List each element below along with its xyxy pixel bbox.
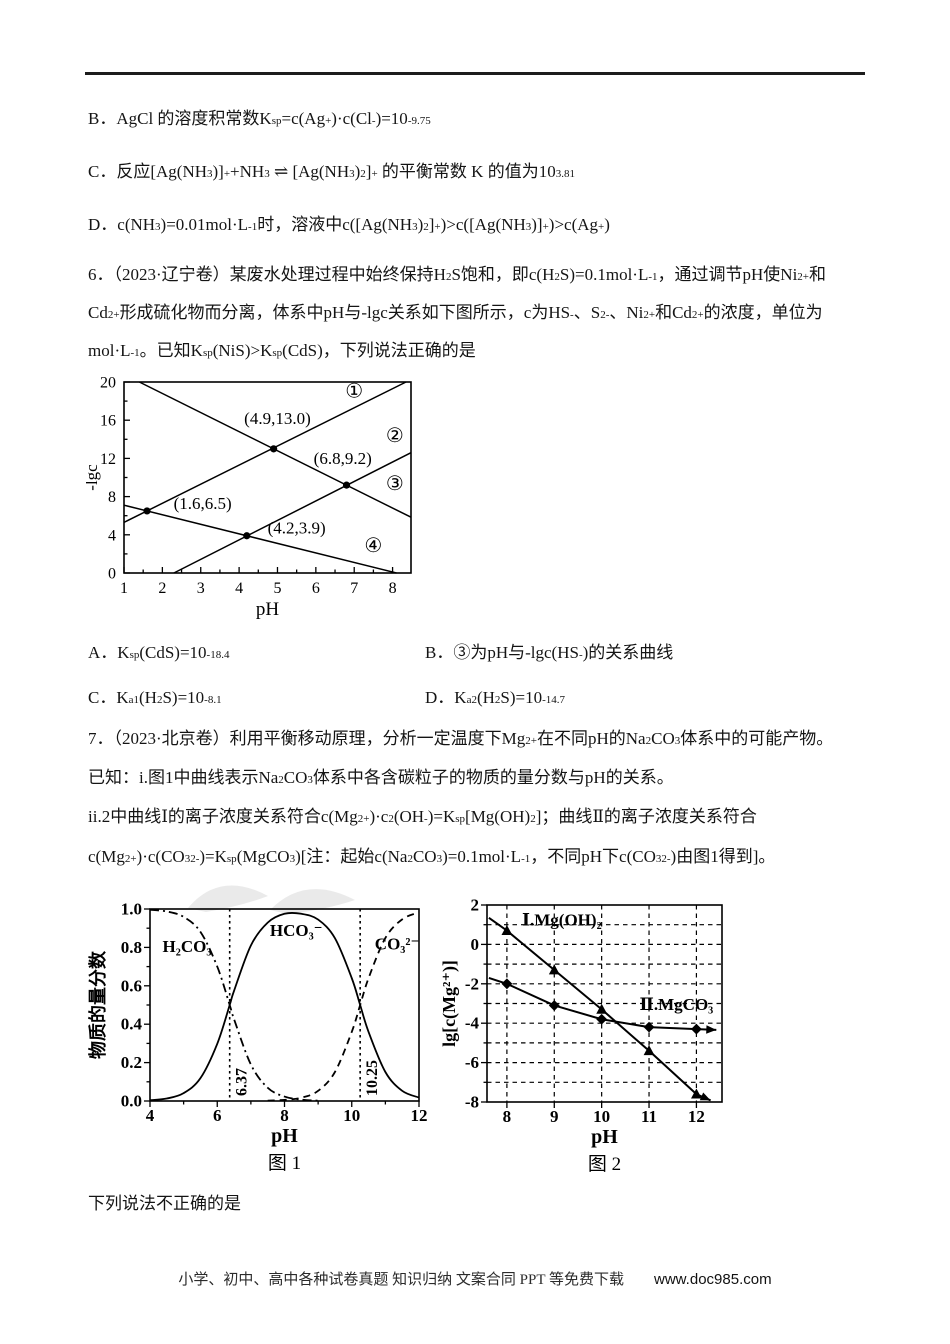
svg-text:0.2: 0.2 [121,1053,142,1072]
svg-text:1: 1 [120,580,128,597]
svg-text:(4.2,3.9): (4.2,3.9) [268,518,326,537]
svg-text:12: 12 [688,1107,705,1126]
closing-statement: 下列说法不正确的是 [88,1194,241,1213]
option-b-agcl: B．AgCl 的溶度积常数Ksp=c(Ag+)·c(Cl-)=10-9.75 [88,109,431,128]
svg-text:(6.8,9.2): (6.8,9.2) [314,449,372,468]
svg-text:0.8: 0.8 [121,938,142,957]
q7-stem-line-2: 已知：i.图1中曲线表示Na2CO3体系中各含碳粒子的物质的量分数与pH的关系。 [88,768,674,787]
svg-text:9: 9 [550,1107,559,1126]
svg-text:4: 4 [108,527,116,544]
svg-text:8: 8 [503,1107,512,1126]
svg-text:2: 2 [471,896,480,915]
svg-text:-8: -8 [465,1093,479,1112]
svg-text:-6: -6 [465,1053,479,1072]
svg-text:HCO₃⁻: HCO₃⁻ [270,921,323,940]
svg-text:10: 10 [593,1107,610,1126]
svg-text:6: 6 [312,580,320,597]
svg-text:10: 10 [343,1106,360,1125]
header-rule [85,72,865,75]
watermark [188,885,355,914]
svg-text:6.37: 6.37 [234,1068,251,1096]
svg-text:4: 4 [235,580,243,597]
svg-text:-2: -2 [465,974,479,993]
q6-option-d: D．Ka2(H2S)=10-14.7 [425,688,566,707]
svg-text:Ⅰ.Mg(OH)₂: Ⅰ.Mg(OH)₂ [522,911,602,930]
q6-stem-line-3: mol·L-1。已知Ksp(NiS)>Ksp(CdS)，下列说法正确的是 [88,341,476,360]
svg-text:1.0: 1.0 [121,900,142,919]
svg-text:-lgc: -lgc [86,464,101,491]
svg-text:-4: -4 [465,1014,480,1033]
svg-text:(4.9,13.0): (4.9,13.0) [244,409,311,428]
svg-text:8: 8 [280,1106,289,1125]
svg-text:②: ② [386,425,404,447]
svg-text:物质的量分数: 物质的量分数 [87,950,108,1059]
q6-stem-line-1: 6．（2023·辽宁卷）某废水处理过程中始终保持H2S饱和，即c(H2S)=0.… [88,265,827,284]
svg-text:③: ③ [386,473,404,495]
q6-stem-line-2: Cd2+形成硫化物而分离，体系中pH与-lgc关系如下图所示，c为HS-、S2-… [88,303,823,322]
svg-text:8: 8 [389,580,397,597]
svg-text:3: 3 [197,580,205,597]
svg-text:5: 5 [273,580,281,597]
svg-text:H₂CO₃: H₂CO₃ [163,937,212,956]
svg-text:0.0: 0.0 [121,1092,142,1111]
svg-text:6: 6 [213,1106,222,1125]
svg-text:16: 16 [100,413,116,430]
option-d-concentration: D．c(NH3)=0.01mol·L-1时，溶液中c([Ag(NH3)2]+)>… [88,215,610,234]
svg-text:10.25: 10.25 [364,1060,381,1096]
svg-text:④: ④ [364,535,382,557]
svg-text:20: 20 [100,375,116,392]
q6-option-c: C．Ka1(H2S)=10-8.1 [88,688,222,707]
svg-text:0: 0 [471,935,480,954]
svg-text:8: 8 [108,489,116,506]
svg-text:pH: pH [271,1125,298,1147]
option-c-equilibrium: C．反应[Ag(NH3)]++NH3 ⇌ [Ag(NH3)2]+ 的平衡常数 K… [88,162,575,181]
fig2-mg-solubility-chart: 8 9 10 11 12 -8 -6 -4 -2 0 2 Ⅰ.Mg(OH)₂ Ⅱ.MgCO₃ pH lg[c… [439,896,723,1175]
svg-text:12: 12 [411,1106,428,1125]
svg-text:0.4: 0.4 [121,1015,143,1034]
svg-text:0.6: 0.6 [121,976,142,995]
q7-stem-line-3: ii.2中曲线Ⅰ的离子浓度关系符合c(Mg2+)·c2(OH-)=Ksp[Mg(… [88,807,757,826]
svg-text:4: 4 [146,1106,155,1125]
fig1-carbon-fraction-chart: 6.37 10.25 4 6 8 10 12 0.0 0.2 0.4 0.6 0.8 1.0 H₂CO₃ H… [87,900,428,1175]
page-footer: 小学、初中、高中各种试卷真题 知识归纳 文案合同 PPT 等免费下载 www.do… [0,1268,950,1289]
q7-stem-line-1: 7．（2023·北京卷）利用平衡移动原理，分析一定温度下Mg2+在不同pH的Na… [88,729,834,748]
svg-text:2: 2 [158,580,166,597]
q7-stem-line-4: c(Mg2+)·c(CO32-)=Ksp(MgCO3)[注：起始c(Na2CO3… [88,847,776,866]
q6-ph-lgc-chart: 1 2 3 4 5 6 7 8048121620(4.9,13.0)(6.8,9.2)(1.6… [86,375,412,620]
svg-text:12: 12 [100,451,116,468]
svg-text:①: ① [345,380,363,402]
svg-text:lg[c(Mg²⁺)]: lg[c(Mg²⁺)] [439,960,460,1047]
svg-text:CO₃²⁻: CO₃²⁻ [375,934,420,953]
svg-text:7: 7 [350,580,358,597]
svg-text:11: 11 [641,1107,657,1126]
svg-text:Ⅱ.MgCO₃: Ⅱ.MgCO₃ [640,995,714,1014]
q6-option-b: B．③为pH与-lgc(HS-)的关系曲线 [425,643,674,662]
svg-text:0: 0 [108,566,116,583]
footer-site-link[interactable]: www.doc985.com [654,1271,772,1288]
svg-text:图 1: 图 1 [268,1153,301,1174]
svg-text:pH: pH [256,599,280,620]
svg-text:(1.6,6.5): (1.6,6.5) [174,494,232,513]
q6-option-a: A．Ksp(CdS)=10-18.4 [88,643,230,662]
svg-text:图 2: 图 2 [588,1154,621,1175]
svg-text:pH: pH [591,1126,618,1148]
footer-text: 小学、初中、高中各种试卷真题 知识归纳 文案合同 PPT 等免费下载 [178,1272,625,1288]
